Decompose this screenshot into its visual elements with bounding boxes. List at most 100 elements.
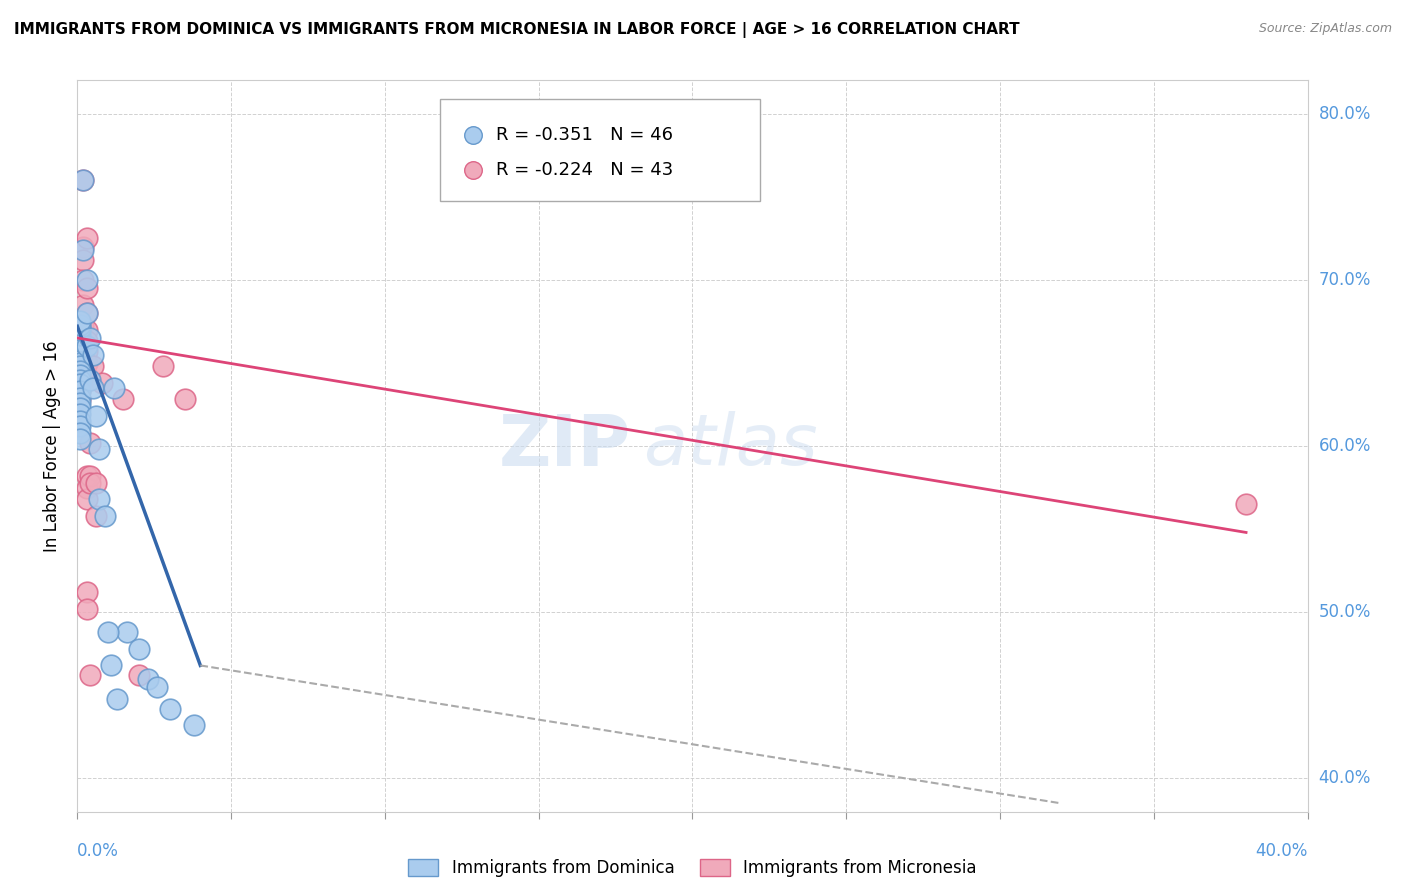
Point	[84, 475, 107, 490]
Point	[69, 376, 91, 390]
Point	[69, 347, 91, 362]
Point	[69, 433, 91, 447]
Text: R = -0.224   N = 43: R = -0.224 N = 43	[496, 161, 673, 178]
Point	[76, 481, 98, 495]
Point	[136, 672, 159, 686]
Y-axis label: In Labor Force | Age > 16: In Labor Force | Age > 16	[44, 340, 62, 552]
Text: atlas: atlas	[644, 411, 818, 481]
Point	[69, 425, 91, 440]
Text: 80.0%: 80.0%	[1319, 104, 1371, 122]
Point	[72, 331, 94, 345]
Point	[146, 680, 169, 694]
Point	[69, 377, 91, 392]
Point	[72, 252, 94, 267]
Point	[76, 585, 98, 599]
Point	[69, 396, 91, 410]
Point	[97, 625, 120, 640]
Point	[72, 239, 94, 253]
Point	[105, 691, 128, 706]
Point	[69, 384, 91, 399]
Point	[69, 368, 91, 382]
Point	[79, 435, 101, 450]
Point	[183, 718, 205, 732]
Point	[76, 334, 98, 349]
Point	[1234, 497, 1257, 511]
Point	[100, 658, 122, 673]
Point	[82, 359, 104, 374]
Point	[79, 668, 101, 682]
Point	[79, 331, 101, 345]
Point	[103, 381, 125, 395]
Point	[72, 173, 94, 187]
Point	[69, 321, 91, 335]
Point	[87, 492, 110, 507]
Point	[174, 392, 197, 407]
Point	[72, 243, 94, 257]
Point	[69, 347, 91, 362]
Text: 40.0%: 40.0%	[1256, 842, 1308, 860]
Legend: Immigrants from Dominica, Immigrants from Micronesia: Immigrants from Dominica, Immigrants fro…	[402, 853, 983, 884]
Point	[69, 334, 91, 349]
Point	[69, 356, 91, 370]
Point	[76, 369, 98, 384]
Point	[84, 409, 107, 423]
Text: ZIP: ZIP	[499, 411, 631, 481]
Point	[69, 339, 91, 353]
Text: 60.0%: 60.0%	[1319, 437, 1371, 455]
Point	[72, 319, 94, 334]
Point	[69, 314, 91, 328]
Point	[69, 401, 91, 415]
Point	[69, 359, 91, 374]
Point	[76, 306, 98, 320]
Point	[76, 231, 98, 245]
Point	[159, 701, 181, 715]
Point	[69, 408, 91, 422]
Point	[82, 381, 104, 395]
Point	[76, 323, 98, 337]
Point	[69, 323, 91, 337]
Point	[76, 273, 98, 287]
Text: 40.0%: 40.0%	[1319, 770, 1371, 788]
Point	[72, 173, 94, 187]
Point	[94, 508, 117, 523]
Point	[72, 273, 94, 287]
Text: 0.0%: 0.0%	[77, 842, 120, 860]
Point	[112, 392, 135, 407]
Point	[115, 625, 138, 640]
Point	[76, 356, 98, 370]
Point	[69, 323, 91, 337]
Point	[79, 469, 101, 483]
Point	[76, 492, 98, 507]
Point	[69, 327, 91, 342]
Text: IMMIGRANTS FROM DOMINICA VS IMMIGRANTS FROM MICRONESIA IN LABOR FORCE | AGE > 16: IMMIGRANTS FROM DOMINICA VS IMMIGRANTS F…	[14, 22, 1019, 38]
Point	[76, 602, 98, 616]
Point	[69, 414, 91, 428]
Point	[72, 298, 94, 312]
Point	[87, 442, 110, 457]
Point	[69, 392, 91, 407]
Text: 50.0%: 50.0%	[1319, 603, 1371, 621]
Point	[76, 281, 98, 295]
Point	[79, 475, 101, 490]
Point	[82, 347, 104, 362]
Point	[152, 359, 174, 374]
Point	[69, 331, 91, 345]
Point	[84, 508, 107, 523]
Point	[69, 384, 91, 399]
Point	[76, 339, 98, 353]
Text: Source: ZipAtlas.com: Source: ZipAtlas.com	[1258, 22, 1392, 36]
Point	[69, 391, 91, 405]
Point	[90, 376, 114, 390]
Point	[69, 318, 91, 332]
Point	[69, 364, 91, 378]
Point	[76, 469, 98, 483]
Point	[69, 372, 91, 386]
Point	[76, 306, 98, 320]
FancyBboxPatch shape	[440, 99, 761, 201]
Point	[79, 372, 101, 386]
Point	[69, 368, 91, 382]
Point	[128, 668, 150, 682]
Point	[69, 359, 91, 374]
Text: 70.0%: 70.0%	[1319, 271, 1371, 289]
Point	[79, 372, 101, 386]
